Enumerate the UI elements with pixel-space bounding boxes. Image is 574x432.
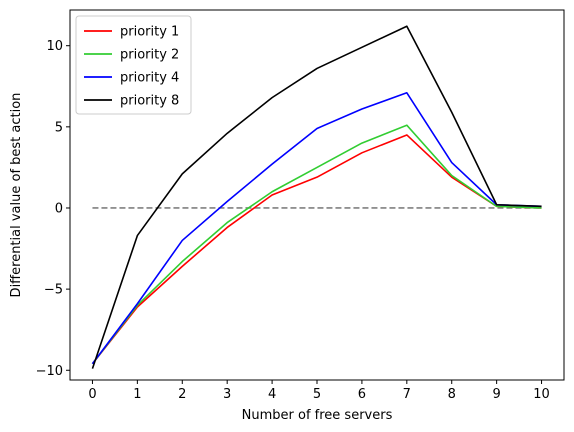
series-line-priority-4: [91, 91, 542, 365]
legend-box: [75, 15, 192, 115]
legend: priority 1 priority 2 priority 4 priority 8: [75, 15, 192, 115]
series-line-priority-8: [91, 25, 542, 369]
x-axis-label: Number of free servers: [242, 408, 393, 423]
legend-label: priority 4: [120, 71, 179, 86]
series-line-priority-1: [91, 134, 542, 365]
legend-label: priority 8: [120, 94, 179, 109]
y-tick-label: −5: [44, 283, 63, 298]
y-tick-label: 5: [55, 120, 63, 135]
x-tick-label: 4: [268, 387, 276, 402]
x-tick-label: 6: [358, 387, 366, 402]
axes-layer: 0 1 2 3 4 5 6 7 8 9 10 −10 −5 0 5 10: [36, 9, 565, 402]
y-tick-label: 0: [55, 201, 63, 216]
x-tick-label: 10: [533, 387, 550, 402]
x-tick-label: 2: [178, 387, 186, 402]
y-tick-label: 10: [46, 39, 63, 54]
series-line-priority-2: [91, 124, 542, 365]
y-tick-label: −10: [36, 364, 63, 379]
x-tick-label: 0: [88, 387, 96, 402]
x-tick-label: 5: [313, 387, 321, 402]
x-tick-label: 3: [223, 387, 231, 402]
series-layer: [91, 25, 542, 369]
x-tick-label: 7: [403, 387, 411, 402]
x-tick-label: 1: [133, 387, 141, 402]
legend-label: priority 2: [120, 48, 179, 63]
x-tick-label: 9: [492, 387, 500, 402]
x-tick-label: 8: [448, 387, 456, 402]
y-axis-label: Differential value of best action: [9, 93, 24, 298]
legend-label: priority 1: [120, 25, 179, 40]
